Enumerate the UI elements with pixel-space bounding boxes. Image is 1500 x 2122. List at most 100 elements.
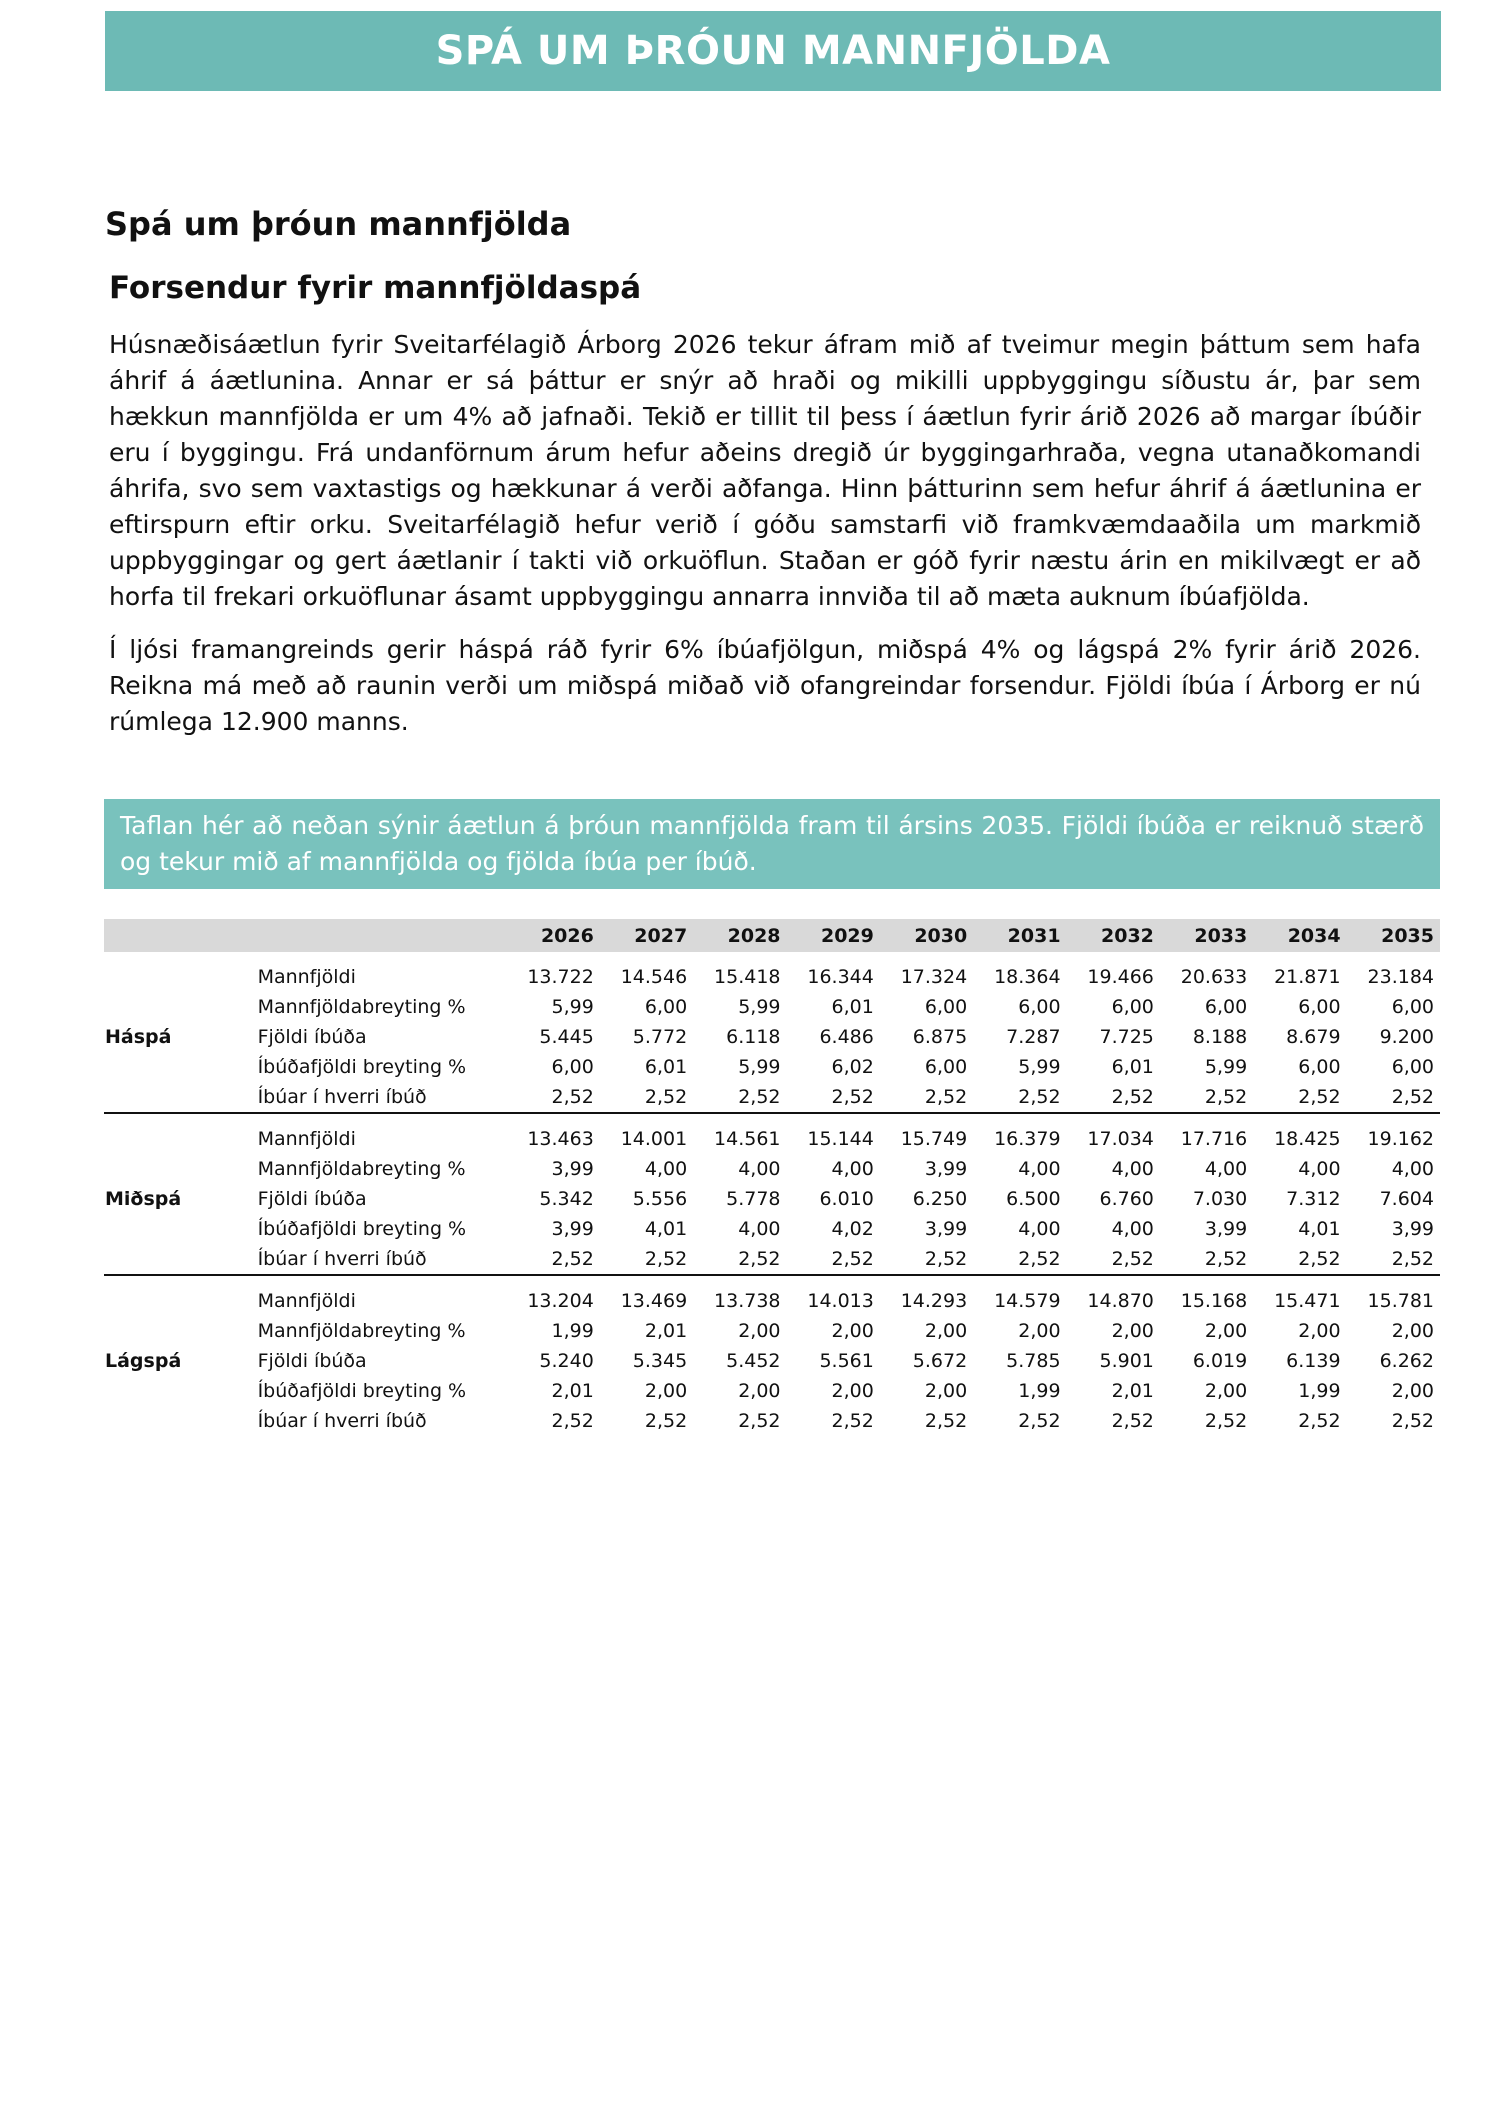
value-cell: 2,52	[1111, 1248, 1154, 1270]
year-header: 2032	[1066, 919, 1160, 952]
value-cell: 4,00	[1111, 1218, 1154, 1240]
row-label: Íbúar í hverri íbúð	[257, 1086, 427, 1108]
value-cell: 2,52	[738, 1086, 781, 1108]
value-cell: 6.139	[1286, 1350, 1341, 1372]
scenario-cell	[104, 1124, 258, 1154]
value-cell: 4,01	[1298, 1218, 1341, 1240]
value-cell: 4,00	[1204, 1158, 1248, 1180]
table-row: Mannfjöldi 13.204 13.469 13.738 14.013 14.293…	[104, 1286, 1440, 1316]
value-cell: 6.500	[1006, 1188, 1061, 1210]
year-header: 2029	[786, 919, 880, 952]
value-cell: 2,52	[1298, 1086, 1341, 1108]
value-cell: 2,52	[1018, 1410, 1061, 1432]
value-cell: 2,00	[924, 1320, 968, 1342]
value-cell: 19.162	[1367, 1128, 1434, 1150]
scenario-cell	[104, 1406, 258, 1436]
value-cell: 6,00	[1018, 996, 1061, 1018]
value-cell: 2,00	[1204, 1320, 1248, 1342]
value-cell: 9.200	[1379, 1026, 1434, 1048]
table-row: Lágspá Fjöldi íbúða 5.240 5.345 5.452 5.561 5.…	[104, 1346, 1440, 1376]
value-cell: 14.546	[620, 966, 688, 988]
year-header: 2028	[693, 919, 787, 952]
value-cell: 7.725	[1099, 1026, 1154, 1048]
value-cell: 2,00	[831, 1380, 874, 1402]
value-cell: 4,00	[1018, 1158, 1061, 1180]
value-cell: 2,00	[1298, 1320, 1341, 1342]
section-heading: Spá um þróun mannfjölda	[105, 205, 572, 243]
value-cell: 2,00	[831, 1320, 874, 1342]
value-cell: 8.679	[1286, 1026, 1341, 1048]
spacer-cell	[104, 952, 1440, 962]
row-label: Mannfjöldi	[257, 966, 356, 988]
value-cell: 2,52	[644, 1248, 688, 1270]
value-cell: 2,00	[1111, 1320, 1154, 1342]
value-cell: 18.364	[994, 966, 1061, 988]
value-cell: 13.469	[620, 1290, 688, 1312]
value-cell: 17.716	[1180, 1128, 1248, 1150]
value-cell: 2,52	[1391, 1248, 1434, 1270]
value-cell: 6,00	[1391, 996, 1434, 1018]
value-cell: 14.870	[1087, 1290, 1154, 1312]
value-cell: 6,00	[551, 1056, 594, 1078]
row-label: Fjöldi íbúða	[257, 1026, 367, 1048]
value-cell: 6,00	[1391, 1056, 1434, 1078]
value-cell: 14.579	[994, 1290, 1061, 1312]
value-cell: 2,00	[924, 1380, 968, 1402]
value-cell: 2,00	[644, 1380, 688, 1402]
value-cell: 6,01	[1111, 1056, 1154, 1078]
row-label: Mannfjöldabreyting %	[257, 996, 466, 1018]
row-label: Fjöldi íbúða	[257, 1188, 367, 1210]
row-label: Íbúar í hverri íbúð	[257, 1410, 427, 1432]
year-header: 2026	[506, 919, 600, 952]
value-cell: 6.118	[726, 1026, 781, 1048]
value-cell: 14.013	[807, 1290, 874, 1312]
value-cell: 16.379	[994, 1128, 1061, 1150]
value-cell: 21.871	[1274, 966, 1341, 988]
value-cell: 4,00	[738, 1218, 781, 1240]
table-row: Íbúðafjöldi breyting % 6,00 6,01 5,99 6,02 6,…	[104, 1052, 1440, 1082]
row-label: Fjöldi íbúða	[257, 1350, 367, 1372]
body-paragraph: Í ljósi framangreinds gerir háspá ráð fy…	[109, 635, 1421, 736]
value-cell: 6.262	[1379, 1350, 1434, 1372]
value-cell: 4,02	[831, 1218, 874, 1240]
row-label: Mannfjöldabreyting %	[257, 1158, 466, 1180]
value-cell: 4,01	[644, 1218, 688, 1240]
value-cell: 2,01	[644, 1320, 688, 1342]
value-cell: 8.188	[1192, 1026, 1248, 1048]
value-cell: 6,00	[644, 996, 688, 1018]
value-cell: 2,01	[1111, 1380, 1154, 1402]
header-blank	[257, 919, 507, 952]
value-cell: 2,52	[924, 1410, 968, 1432]
value-cell: 2,52	[1204, 1410, 1248, 1432]
value-cell: 2,52	[1298, 1248, 1341, 1270]
value-cell: 2,52	[738, 1248, 781, 1270]
value-cell: 2,52	[1204, 1086, 1248, 1108]
value-cell: 2,00	[738, 1320, 781, 1342]
value-cell: 5.445	[539, 1026, 594, 1048]
scenario-cell	[104, 1052, 258, 1082]
value-cell: 4,00	[644, 1158, 688, 1180]
value-cell: 15.749	[900, 1128, 968, 1150]
table-row: Íbúar í hverri íbúð 2,52 2,52 2,52 2,52 2,52 2…	[104, 1082, 1440, 1113]
value-cell: 23.184	[1367, 966, 1434, 988]
value-cell: 6,01	[644, 1056, 688, 1078]
table-note-box: Taflan hér að neðan sýnir áætlun á þróun…	[104, 799, 1440, 889]
value-cell: 5.452	[726, 1350, 781, 1372]
scenario-cell	[104, 1316, 258, 1346]
value-cell: 2,52	[551, 1410, 594, 1432]
value-cell: 2,52	[1204, 1248, 1248, 1270]
spacer-row	[104, 1276, 1440, 1286]
table-row: Mannfjöldabreyting % 3,99 4,00 4,00 4,00 3,99…	[104, 1154, 1440, 1184]
value-cell: 5.901	[1099, 1350, 1154, 1372]
scenario-label: Miðspá	[105, 1188, 182, 1210]
value-cell: 15.144	[807, 1128, 874, 1150]
value-cell: 3,99	[551, 1158, 594, 1180]
value-cell: 5.342	[539, 1188, 594, 1210]
value-cell: 7.030	[1192, 1188, 1248, 1210]
subsection-heading: Forsendur fyrir mannfjöldaspá	[109, 270, 642, 306]
banner-title: SPÁ UM ÞRÓUN MANNFJÖLDA	[435, 28, 1111, 74]
value-cell: 6,00	[1298, 996, 1341, 1018]
value-cell: 3,99	[1204, 1218, 1248, 1240]
row-label: Mannfjöldi	[257, 1290, 356, 1312]
value-cell: 15.781	[1367, 1290, 1434, 1312]
